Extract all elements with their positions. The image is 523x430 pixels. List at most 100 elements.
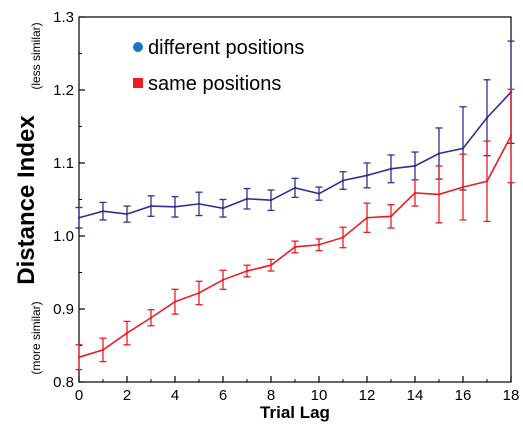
data-point bbox=[293, 245, 297, 249]
y-axis-note-less-similar: (less similar) bbox=[29, 22, 43, 89]
x-tick-label: 14 bbox=[407, 387, 424, 404]
legend-label-different-positions: different positions bbox=[148, 37, 304, 59]
data-point bbox=[101, 209, 105, 213]
error-bar bbox=[267, 189, 275, 212]
error-bar bbox=[99, 337, 107, 363]
error-bar bbox=[291, 240, 299, 254]
data-point bbox=[317, 243, 321, 246]
error-bar bbox=[99, 201, 107, 221]
error-bar bbox=[219, 269, 227, 290]
legend-label-same-positions: same positions bbox=[148, 73, 281, 95]
series-line bbox=[78, 91, 512, 219]
y-tick-label: 0.9 bbox=[53, 301, 74, 318]
error-bar bbox=[75, 206, 83, 229]
x-tick-label: 10 bbox=[311, 387, 328, 404]
y-tick-label: 1.0 bbox=[53, 228, 74, 245]
data-point bbox=[317, 192, 321, 195]
data-point bbox=[77, 355, 81, 359]
error-bar bbox=[243, 187, 251, 210]
error-bar bbox=[291, 177, 299, 198]
data-point bbox=[269, 264, 273, 267]
error-bar bbox=[387, 203, 395, 229]
data-point bbox=[197, 291, 201, 295]
data-point bbox=[77, 216, 81, 219]
data-point bbox=[149, 316, 153, 319]
data-point bbox=[389, 167, 393, 171]
data-point bbox=[509, 134, 513, 138]
data-point bbox=[341, 236, 345, 239]
x-tick-label: 12 bbox=[359, 387, 376, 404]
error-bar bbox=[339, 171, 347, 190]
legend-marker-different-positions bbox=[133, 42, 143, 52]
data-point bbox=[125, 212, 129, 216]
y-tick-label: 1.3 bbox=[53, 9, 74, 26]
error-bar bbox=[411, 179, 419, 207]
error-bar bbox=[171, 195, 179, 218]
data-point bbox=[365, 174, 369, 177]
x-tick-label: 0 bbox=[75, 387, 83, 404]
y-axis-title: Distance Index bbox=[13, 115, 40, 285]
error-bar bbox=[195, 191, 203, 217]
error-bar bbox=[147, 309, 155, 327]
data-point bbox=[197, 202, 201, 206]
error-bar bbox=[195, 280, 203, 306]
x-tick-label: 8 bbox=[267, 387, 275, 404]
data-point bbox=[269, 199, 273, 202]
error-bar bbox=[75, 344, 83, 371]
x-axis-ticks: 0 2 4 6 8 10 12 14 16 18 bbox=[75, 376, 520, 404]
x-tick-label: 18 bbox=[503, 387, 520, 404]
data-point bbox=[485, 180, 489, 183]
error-bar bbox=[507, 88, 515, 184]
y-tick-label: 0.8 bbox=[53, 374, 74, 391]
error-bar bbox=[387, 154, 395, 184]
error-bar bbox=[315, 186, 323, 201]
error-bar bbox=[435, 165, 443, 224]
data-point bbox=[461, 147, 465, 150]
data-point bbox=[413, 191, 417, 195]
x-axis-title: Trial Lag bbox=[260, 403, 330, 422]
error-bar bbox=[123, 205, 131, 223]
y-axis-ticks: 0.8 0.9 1.0 1.1 1.2 1.3 bbox=[53, 9, 85, 391]
error-bar bbox=[219, 198, 227, 218]
data-point bbox=[437, 193, 441, 196]
data-point bbox=[173, 205, 177, 208]
error-bar bbox=[147, 195, 155, 217]
x-tick-label: 2 bbox=[123, 387, 131, 404]
data-point bbox=[101, 348, 105, 352]
error-bar bbox=[363, 162, 371, 189]
x-tick-label: 4 bbox=[171, 387, 179, 404]
error-bar bbox=[123, 320, 131, 346]
error-bar bbox=[459, 153, 467, 221]
data-point bbox=[365, 216, 369, 219]
legend-marker-same-positions bbox=[133, 78, 143, 88]
error-bar bbox=[339, 226, 347, 249]
data-point bbox=[461, 185, 465, 189]
data-point bbox=[293, 186, 297, 190]
y-tick-label: 1.1 bbox=[53, 155, 74, 172]
error-bar bbox=[243, 264, 251, 278]
data-point bbox=[149, 204, 153, 208]
plot-frame bbox=[78, 16, 512, 383]
data-point bbox=[245, 197, 249, 200]
data-point bbox=[437, 152, 441, 155]
error-bar bbox=[483, 140, 491, 223]
data-point bbox=[413, 164, 417, 168]
plot-border bbox=[78, 16, 512, 383]
data-point bbox=[125, 331, 129, 335]
data-point bbox=[221, 207, 225, 210]
legend: different positions same positions bbox=[133, 37, 304, 95]
x-tick-label: 16 bbox=[455, 387, 472, 404]
data-point bbox=[389, 215, 393, 218]
error-bar bbox=[315, 238, 323, 252]
x-tick-label: 6 bbox=[219, 387, 227, 404]
data-point bbox=[245, 269, 249, 273]
data-point bbox=[221, 278, 225, 281]
series-different-positions bbox=[75, 40, 515, 229]
y-axis-note-more-similar: (more similar) bbox=[29, 301, 43, 374]
y-tick-label: 1.2 bbox=[53, 82, 74, 99]
data-point bbox=[485, 116, 489, 119]
data-point bbox=[341, 179, 345, 182]
error-bar bbox=[171, 288, 179, 315]
